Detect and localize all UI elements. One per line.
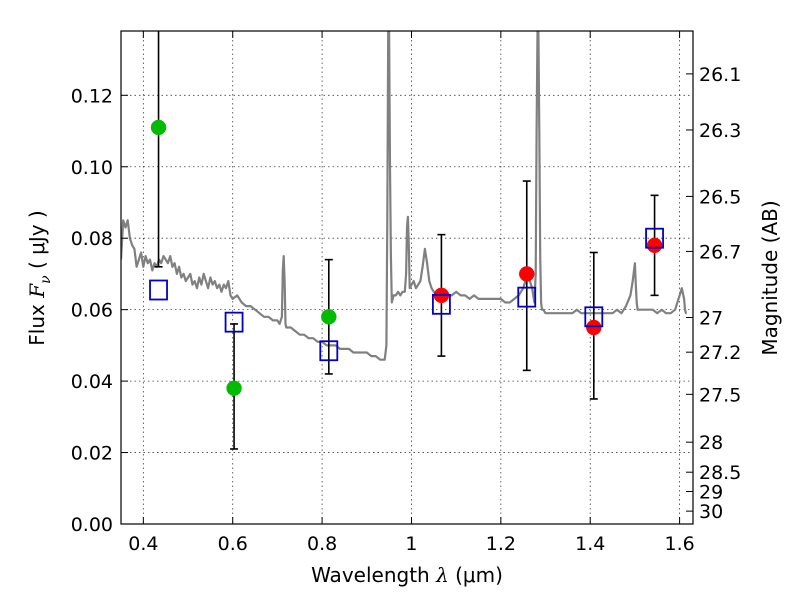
y2-tick-label: 27.2 <box>699 342 741 364</box>
model-photometry-square <box>224 311 244 333</box>
x-axis-label: Wavelength λ (μm) <box>311 563 503 587</box>
model-photometry-square <box>645 227 664 249</box>
y-tick-label: 0.06 <box>71 300 113 322</box>
y-axis-label: Flux Fν ( μJy ) <box>25 210 54 345</box>
y-tick-label: 0.08 <box>71 228 113 250</box>
y2-tick-label: 30 <box>699 501 723 523</box>
y2-tick-label: 27.5 <box>699 384 741 406</box>
model-photometry-square <box>432 293 451 315</box>
y-tick-label: 0.10 <box>71 157 113 179</box>
green-data-point <box>226 380 242 396</box>
y2-tick-label: 29 <box>699 481 723 503</box>
x-tick-label: 0.4 <box>128 533 158 555</box>
x-tick-label: 0.6 <box>218 533 248 555</box>
x-tick-label: 1.2 <box>486 533 516 555</box>
green-data-point <box>321 309 337 325</box>
model-spectrum-line <box>121 31 688 361</box>
green-data-point <box>150 119 167 136</box>
y2-tick-label: 26.7 <box>699 241 741 263</box>
red-data-point <box>519 266 535 282</box>
model-spectrum-layer <box>121 31 688 361</box>
x-tick-label: 0.8 <box>307 533 337 555</box>
red-data-point <box>646 237 663 254</box>
grid-lines <box>121 31 693 525</box>
x-tick-label: 1.4 <box>575 533 605 555</box>
y2-axis-label: Magnitude (AB) <box>758 200 782 355</box>
model-photometry-square <box>149 279 168 301</box>
y2-tick-label: 28.5 <box>699 462 741 484</box>
y2-tick-label: 26.3 <box>699 120 741 142</box>
red-data-point <box>586 319 602 336</box>
plot-frame <box>120 30 694 525</box>
y-tick-label: 0.12 <box>71 85 113 107</box>
model-photometry-square <box>517 286 537 308</box>
axis-ticks <box>121 31 693 525</box>
y2-tick-label: 27 <box>699 308 723 330</box>
x-tick-label: 1 <box>405 533 417 555</box>
marker-layer <box>149 119 664 396</box>
y-tick-label: 0.00 <box>71 514 113 536</box>
model-photometry-square <box>584 306 604 328</box>
y2-tick-label: 28 <box>699 432 723 454</box>
y-tick-label: 0.04 <box>71 371 113 393</box>
y2-tick-label: 26.5 <box>699 186 741 208</box>
y-tick-label: 0.02 <box>71 443 113 465</box>
y2-tick-label: 26.1 <box>699 64 741 86</box>
model-photometry-square <box>319 340 339 362</box>
x-tick-label: 1.6 <box>664 533 694 555</box>
